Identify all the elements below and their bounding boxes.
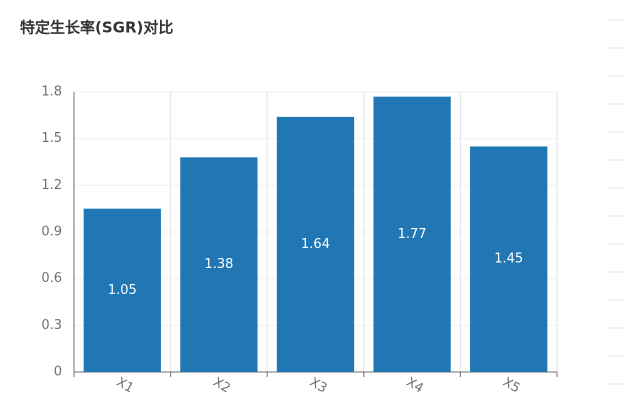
value-label: 1.05 bbox=[108, 283, 137, 298]
chart-title: 特定生长率(SGR)对比 bbox=[20, 19, 173, 37]
y-tick-label: 1.2 bbox=[41, 178, 62, 193]
bar bbox=[83, 208, 161, 372]
y-tick-label: 0.9 bbox=[41, 225, 62, 240]
bar bbox=[180, 157, 258, 372]
y-tick-label: 0 bbox=[54, 365, 62, 380]
y-tick-label: 0.3 bbox=[41, 318, 62, 333]
value-label: 1.45 bbox=[494, 252, 523, 267]
x-tick-label: X5 bbox=[500, 375, 522, 397]
x-tick-label: X1 bbox=[114, 375, 136, 397]
y-tick-label: 1.8 bbox=[41, 85, 62, 100]
y-tick-label: 1.5 bbox=[41, 131, 62, 146]
bar bbox=[276, 116, 355, 372]
x-tick-label: X4 bbox=[403, 375, 425, 397]
bar bbox=[373, 96, 451, 373]
x-tick-label: X2 bbox=[210, 375, 232, 397]
x-tick-label: X3 bbox=[307, 375, 329, 397]
value-label: 1.38 bbox=[204, 257, 233, 272]
y-tick-label: 0.6 bbox=[41, 271, 62, 286]
value-label: 1.77 bbox=[398, 227, 427, 242]
side-decoration bbox=[608, 19, 624, 385]
bar bbox=[470, 146, 548, 372]
value-label: 1.64 bbox=[301, 237, 330, 252]
